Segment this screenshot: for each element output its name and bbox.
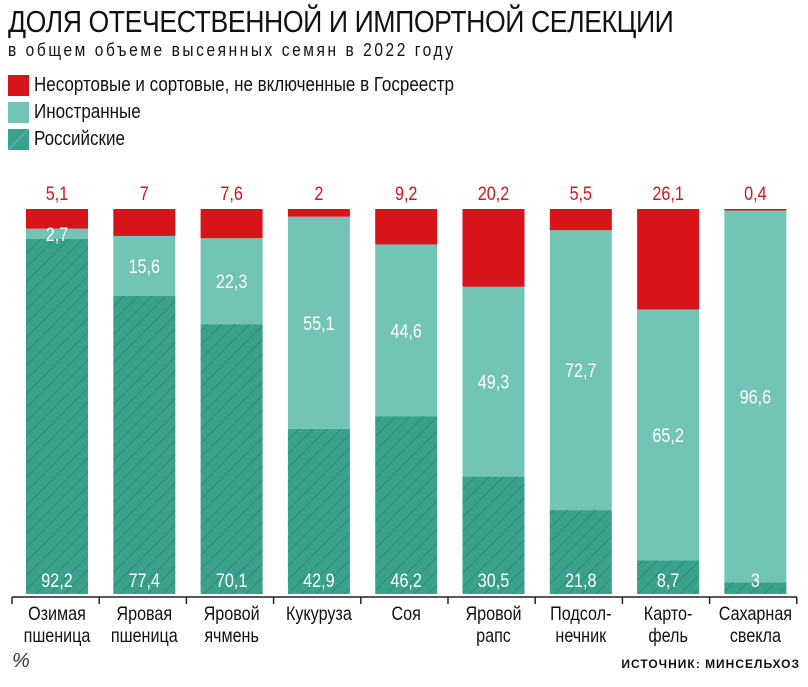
bar-russian	[375, 416, 438, 594]
bar-foreign	[26, 228, 88, 240]
data-label-russian: 77,4	[129, 570, 161, 592]
data-label-unregistered: 2	[314, 183, 323, 205]
chart-subtitle: в общем объеме высеянных семян в 2022 го…	[8, 40, 456, 60]
data-label-russian: 3	[751, 570, 760, 592]
bar-russian	[724, 582, 787, 594]
bar-russian	[113, 296, 176, 594]
data-label-foreign: 44,6	[390, 320, 422, 342]
legend-label: Несортовые и сортовые, не включенные в Г…	[34, 74, 454, 96]
bar-foreign	[113, 235, 176, 297]
data-label-foreign: 2,7	[46, 224, 68, 246]
x-tick-label: Сахарная	[719, 603, 792, 625]
legend-item-foreign: Иностранные	[8, 99, 528, 126]
data-label-foreign: 65,2	[652, 425, 683, 447]
x-tick-label: пшеница	[111, 625, 178, 647]
bar-unregistered	[287, 209, 350, 217]
x-tick-label: Подсол-	[550, 603, 611, 625]
bar-foreign	[549, 230, 612, 511]
x-tick-label: Кукуруза	[286, 603, 352, 625]
legend-swatch	[8, 75, 29, 96]
bar-unregistered	[26, 209, 88, 229]
unit-label: %	[12, 650, 30, 672]
bar-unregistered	[200, 209, 263, 239]
data-label-foreign: 96,6	[740, 386, 772, 408]
legend-item-russian: Российские	[8, 126, 528, 153]
x-tick-label: Карто-	[644, 603, 693, 625]
data-label-russian: 8,7	[657, 570, 679, 592]
bar-unregistered	[113, 209, 176, 236]
data-label-russian: 70,1	[216, 570, 247, 592]
bar-foreign	[375, 244, 438, 417]
data-label-russian: 92,2	[41, 570, 72, 592]
x-tick-label: свекла	[730, 625, 781, 647]
data-label-foreign: 72,7	[565, 360, 596, 382]
data-label-unregistered: 9,2	[395, 183, 417, 205]
x-tick-label: Соя	[392, 603, 421, 625]
legend-swatch	[8, 129, 29, 150]
bar-unregistered	[549, 209, 612, 231]
legend: Несортовые и сортовые, не включенные в Г…	[8, 72, 528, 153]
x-tick-label: Озимая	[28, 603, 86, 625]
data-label-foreign: 49,3	[478, 371, 510, 393]
data-label-foreign: 22,3	[216, 271, 248, 293]
data-label-russian: 21,8	[565, 570, 597, 592]
bar-russian	[549, 510, 612, 594]
data-label-unregistered: 26,1	[652, 183, 683, 205]
x-tick-label: нечник	[555, 625, 606, 647]
x-tick-label: ячмень	[204, 625, 259, 647]
bar-russian	[287, 428, 350, 594]
bar-unregistered	[462, 209, 525, 287]
data-label-russian: 46,2	[390, 570, 421, 592]
bar-foreign	[637, 309, 700, 561]
bar-foreign	[200, 238, 263, 325]
data-label-unregistered: 7,6	[220, 183, 243, 205]
bar-russian	[462, 476, 525, 594]
legend-item-unregistered: Несортовые и сортовые, не включенные в Г…	[8, 72, 528, 99]
data-label-unregistered: 5,1	[46, 183, 68, 205]
x-tick-label: фель	[648, 625, 688, 647]
data-label-russian: 30,5	[478, 570, 510, 592]
bar-russian	[200, 324, 263, 594]
bar-foreign	[287, 216, 350, 429]
source-note: ИСТОЧНИК: МИНСЕЛЬХОЗ	[621, 657, 800, 671]
legend-label: Иностранные	[34, 101, 141, 123]
data-label-unregistered: 5,5	[570, 183, 593, 205]
x-tick-label: пшеница	[24, 625, 91, 647]
bar-russian	[26, 239, 88, 594]
chart-title: ДОЛЯ ОТЕЧЕСТВЕННОЙ И ИМПОРТНОЙ СЕЛЕКЦИИ	[8, 4, 674, 39]
bar-russian	[637, 560, 700, 594]
x-tick-label: рапс	[476, 625, 511, 647]
data-label-unregistered: 0,4	[744, 183, 767, 205]
x-tick-label: Яровая	[116, 603, 172, 625]
bar-unregistered	[724, 209, 787, 211]
data-label-unregistered: 20,2	[478, 183, 509, 205]
x-tick-label: Яровой	[465, 603, 521, 625]
bar-foreign	[462, 286, 525, 477]
data-label-foreign: 15,6	[129, 256, 161, 278]
legend-swatch	[8, 102, 29, 123]
data-label-russian: 42,9	[303, 570, 334, 592]
bar-unregistered	[637, 209, 700, 310]
data-label-unregistered: 7	[140, 183, 149, 205]
bar-foreign	[724, 210, 787, 583]
bar-unregistered	[375, 209, 438, 245]
legend-label: Российские	[34, 128, 125, 150]
x-tick-label: Яровой	[204, 603, 260, 625]
data-label-foreign: 55,1	[303, 313, 334, 335]
